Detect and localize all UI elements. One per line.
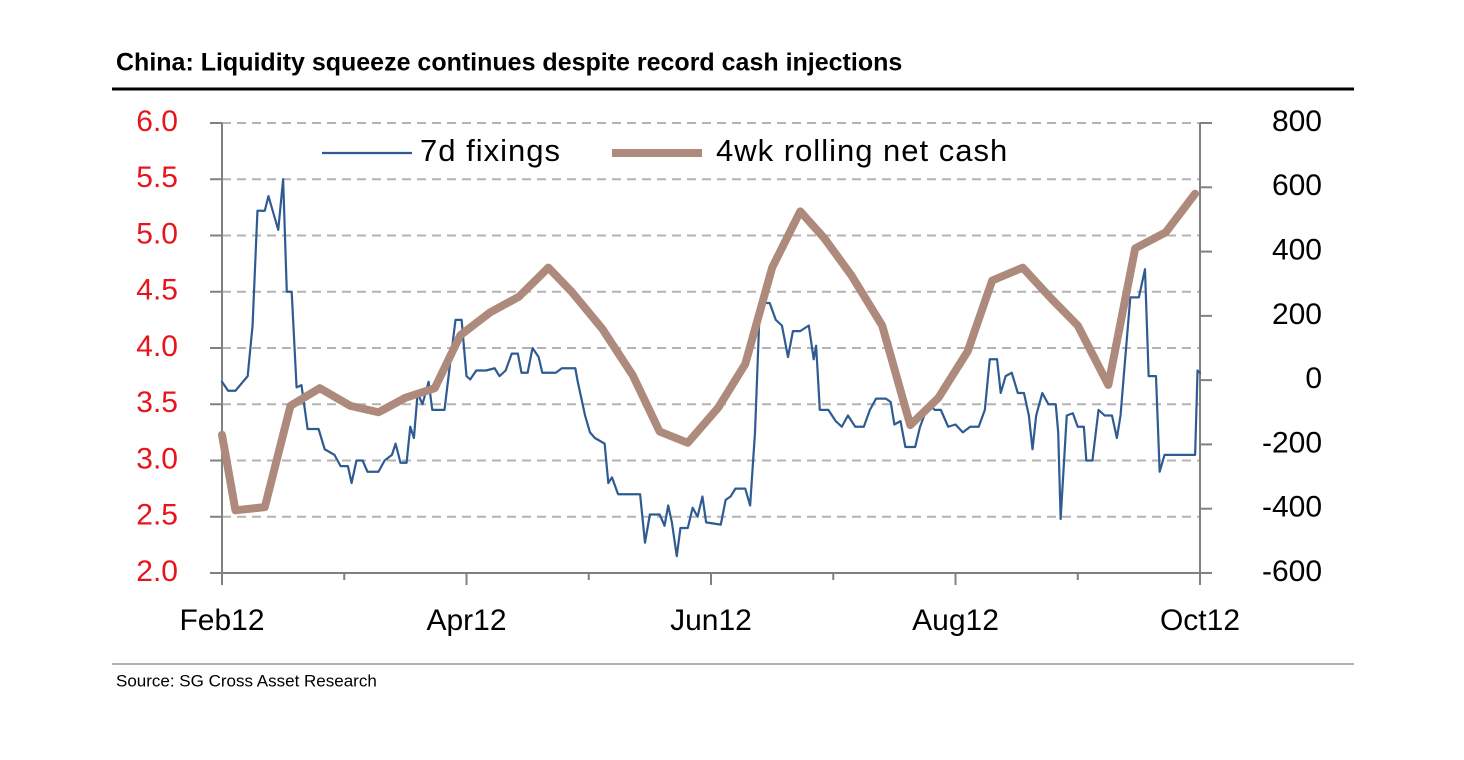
y-tick-label: 5.0 (136, 217, 178, 250)
legend-label: 7d fixings (420, 133, 561, 168)
y-tick-label: 4.0 (136, 330, 178, 363)
y2-tick-label: 600 (1272, 169, 1322, 202)
y-tick-label: 2.5 (136, 499, 178, 532)
y2-tick-label: -200 (1262, 426, 1322, 459)
y-tick-label: 2.0 (136, 555, 178, 588)
x-tick-label: Jun12 (670, 604, 752, 637)
y-tick-label: 3.0 (136, 442, 178, 475)
legend-label: 4wk rolling net cash (716, 133, 1008, 168)
y2-tick-label: -400 (1262, 491, 1322, 524)
y-tick-label: 5.5 (136, 161, 178, 194)
y-tick-label: 6.0 (136, 105, 178, 138)
y-tick-label: 3.5 (136, 386, 178, 419)
y2-tick-label: -600 (1262, 555, 1322, 588)
x-tick-label: Feb12 (179, 604, 264, 637)
y2-tick-label: 400 (1272, 233, 1322, 266)
series-line (218, 189, 1200, 515)
x-tick-label: Apr12 (426, 604, 506, 637)
source-note: Source: SG Cross Asset Research (116, 671, 377, 690)
x-tick-label: Aug12 (912, 604, 999, 637)
chart-title: China: Liquidity squeeze continues despi… (116, 49, 902, 77)
series-line (220, 178, 1202, 558)
y2-tick-label: 0 (1305, 362, 1322, 395)
y2-tick-label: 200 (1272, 298, 1322, 331)
y2-tick-label: 800 (1272, 105, 1322, 138)
y-tick-label: 4.5 (136, 274, 178, 307)
x-tick-label: Oct12 (1160, 604, 1240, 637)
